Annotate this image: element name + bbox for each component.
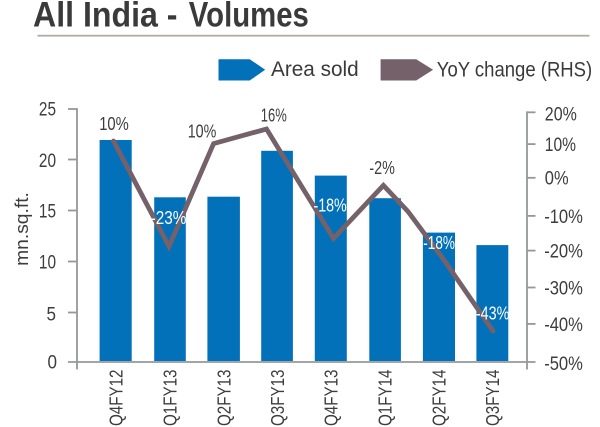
svg-text:All India -: All India - — [33, 0, 178, 34]
svg-text:-20%: -20% — [544, 242, 583, 263]
svg-text:-30%: -30% — [544, 278, 583, 299]
svg-text:Q3FY14: Q3FY14 — [483, 370, 503, 427]
svg-text:Q1FY13: Q1FY13 — [161, 370, 181, 427]
svg-text:10%: 10% — [99, 114, 129, 134]
svg-text:Area sold: Area sold — [271, 58, 359, 81]
svg-text:25: 25 — [39, 100, 56, 121]
svg-text:Q4FY12: Q4FY12 — [106, 370, 126, 427]
svg-text:-18%: -18% — [313, 195, 346, 215]
svg-text:-23%: -23% — [151, 208, 187, 228]
svg-text:Volumes: Volumes — [189, 0, 309, 34]
svg-text:10%: 10% — [188, 121, 217, 141]
svg-text:5: 5 — [47, 305, 57, 326]
svg-text:0%: 0% — [545, 169, 569, 190]
svg-text:-43%: -43% — [476, 303, 510, 323]
svg-text:Q2FY13: Q2FY13 — [214, 370, 234, 427]
svg-text:10: 10 — [39, 253, 56, 274]
svg-text:Q2FY14: Q2FY14 — [430, 370, 450, 427]
svg-text:mn.sq.ft.: mn.sq.ft. — [12, 192, 32, 266]
svg-text:-18%: -18% — [423, 233, 455, 253]
svg-text:0: 0 — [48, 353, 58, 374]
svg-text:-2%: -2% — [369, 158, 395, 178]
svg-text:20%: 20% — [545, 105, 577, 126]
svg-text:16%: 16% — [261, 106, 287, 126]
svg-text:15: 15 — [39, 202, 56, 223]
svg-text:-50%: -50% — [544, 354, 583, 375]
svg-text:Q4FY13: Q4FY13 — [322, 370, 342, 427]
svg-text:-10%: -10% — [544, 207, 583, 228]
svg-text:10%: 10% — [545, 135, 576, 156]
svg-text:YoY change (RHS): YoY change (RHS) — [437, 58, 592, 81]
svg-text:20: 20 — [39, 151, 56, 172]
svg-text:Q3FY13: Q3FY13 — [268, 370, 288, 427]
svg-text:Q1FY14: Q1FY14 — [376, 370, 396, 427]
svg-text:-40%: -40% — [544, 315, 583, 336]
